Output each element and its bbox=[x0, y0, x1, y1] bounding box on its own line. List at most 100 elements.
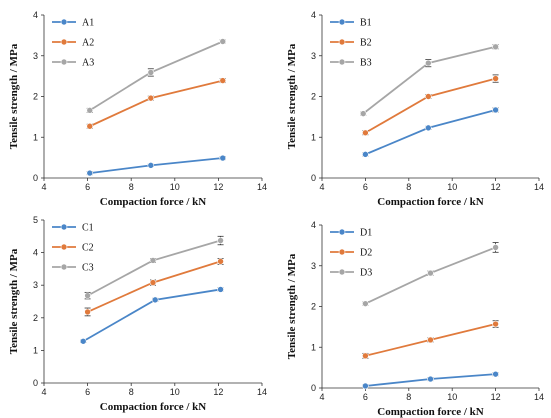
x-axis-title: Compaction force / kN bbox=[100, 401, 206, 413]
data-point bbox=[217, 258, 224, 265]
x-tick-label: 8 bbox=[129, 387, 134, 397]
legend-entry: B2 bbox=[330, 38, 372, 49]
x-tick-label: 14 bbox=[534, 182, 544, 192]
data-point bbox=[149, 279, 157, 286]
legend-marker bbox=[338, 18, 346, 26]
x-tick-label: 4 bbox=[319, 392, 324, 402]
series-line bbox=[89, 157, 223, 175]
y-tick-label: 5 bbox=[33, 215, 38, 225]
legend-marker bbox=[60, 38, 68, 46]
legend-marker bbox=[338, 228, 346, 236]
y-tick-label: 4 bbox=[311, 220, 316, 230]
y-axis-title: Tensile strength / MPa bbox=[8, 43, 20, 149]
series-D1 bbox=[362, 370, 499, 390]
legend-label: C1 bbox=[82, 223, 94, 234]
x-tick-label: 6 bbox=[85, 182, 90, 192]
x-tick-label: 14 bbox=[534, 392, 544, 402]
x-tick-label: 12 bbox=[213, 387, 223, 397]
series-D3 bbox=[362, 242, 499, 307]
series-A2 bbox=[86, 77, 227, 130]
data-point bbox=[362, 300, 369, 307]
x-tick-label: 8 bbox=[406, 182, 411, 192]
legend-marker bbox=[60, 263, 68, 271]
y-tick-label: 1 bbox=[33, 132, 38, 142]
y-tick-label: 3 bbox=[33, 280, 38, 290]
series-line bbox=[364, 77, 496, 134]
legend-label: A3 bbox=[82, 58, 94, 69]
legend-label: C2 bbox=[82, 243, 94, 254]
legend-entry: A3 bbox=[52, 58, 94, 69]
y-axis-title: Tensile strength / MPa bbox=[286, 43, 298, 149]
legend-entry: D3 bbox=[330, 268, 372, 279]
data-point bbox=[86, 107, 94, 114]
x-tick-label: 10 bbox=[170, 182, 180, 192]
data-point bbox=[492, 244, 499, 251]
y-tick-label: 3 bbox=[311, 261, 316, 271]
x-tick-label: 4 bbox=[41, 182, 46, 192]
x-tick-label: 6 bbox=[363, 392, 368, 402]
y-tick-label: 1 bbox=[311, 342, 316, 352]
legend-entry: D1 bbox=[330, 228, 372, 239]
data-point bbox=[147, 162, 155, 169]
legend-marker bbox=[338, 268, 346, 276]
series-line bbox=[82, 288, 221, 343]
series-line bbox=[89, 79, 223, 128]
y-tick-label: 0 bbox=[311, 173, 316, 183]
data-point bbox=[84, 292, 91, 299]
x-tick-label: 4 bbox=[41, 387, 46, 397]
y-tick-label: 0 bbox=[33, 378, 38, 388]
series-line bbox=[87, 260, 221, 313]
data-point bbox=[425, 93, 432, 100]
series-B1 bbox=[362, 106, 499, 158]
legend-label: A1 bbox=[82, 18, 94, 29]
legend-label: D1 bbox=[360, 228, 372, 239]
x-tick-label: 14 bbox=[257, 387, 267, 397]
y-tick-label: 4 bbox=[311, 10, 316, 20]
series-B2 bbox=[362, 74, 499, 137]
data-point bbox=[492, 106, 499, 114]
legend-label: D3 bbox=[360, 268, 372, 279]
series-line bbox=[89, 40, 224, 112]
y-axis-title: Tensile strength / MPa bbox=[286, 253, 298, 359]
series-B3 bbox=[359, 43, 499, 117]
x-axis-title: Compaction force / kN bbox=[100, 196, 206, 208]
y-axis-title: Tensile strength / MPa bbox=[8, 248, 20, 354]
legend-entry: A2 bbox=[52, 38, 94, 49]
y-tick-label: 2 bbox=[311, 302, 316, 312]
series-A3 bbox=[86, 38, 227, 114]
legend-entry: C1 bbox=[52, 223, 94, 234]
x-tick-label: 14 bbox=[257, 182, 267, 192]
data-point bbox=[147, 69, 155, 76]
data-point bbox=[362, 129, 369, 137]
legend-entry: A1 bbox=[52, 18, 94, 29]
series-C2 bbox=[84, 258, 224, 317]
legend-label: A2 bbox=[82, 38, 94, 49]
series-D2 bbox=[362, 320, 499, 360]
legend-label: C3 bbox=[82, 263, 94, 274]
series-C1 bbox=[79, 286, 224, 345]
series-line bbox=[365, 109, 496, 156]
x-tick-label: 8 bbox=[129, 182, 134, 192]
y-tick-label: 1 bbox=[311, 132, 316, 142]
data-point bbox=[427, 375, 434, 383]
y-tick-label: 4 bbox=[33, 248, 38, 258]
data-point bbox=[425, 59, 432, 67]
x-tick-label: 6 bbox=[363, 182, 368, 192]
x-tick-label: 4 bbox=[319, 182, 324, 192]
data-point bbox=[149, 257, 157, 264]
data-point bbox=[151, 296, 159, 304]
y-tick-label: 2 bbox=[311, 92, 316, 102]
legend-label: D2 bbox=[360, 248, 372, 259]
legend-marker bbox=[338, 58, 346, 66]
x-tick-label: 10 bbox=[447, 182, 457, 192]
legend-marker bbox=[60, 243, 68, 251]
data-point bbox=[86, 122, 94, 130]
x-tick-label: 12 bbox=[491, 392, 501, 402]
x-tick-label: 10 bbox=[170, 387, 180, 397]
x-axis-title: Compaction force / kN bbox=[377, 196, 483, 208]
